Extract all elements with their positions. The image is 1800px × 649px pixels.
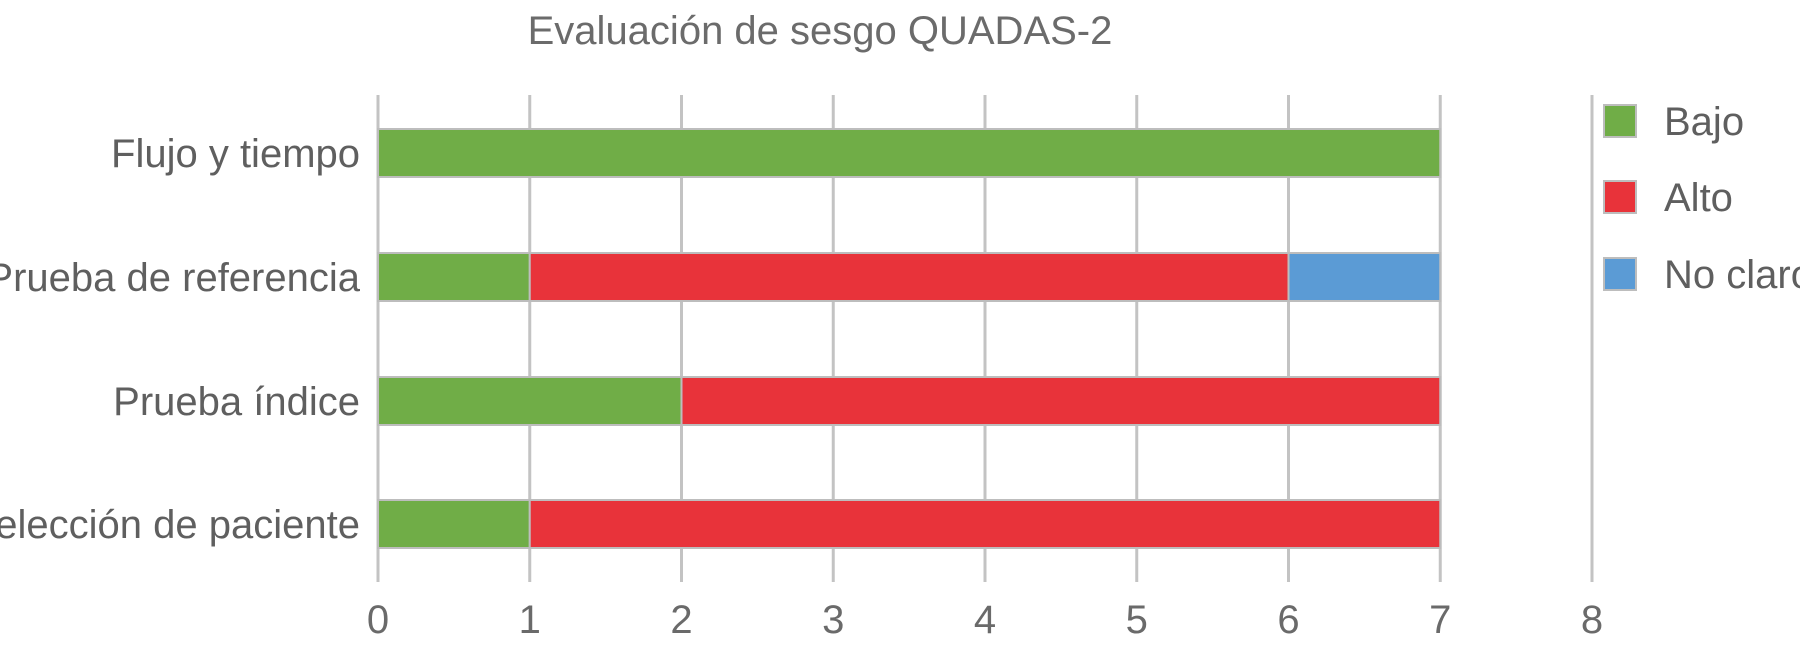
- category-label: Flujo y tiempo: [111, 132, 360, 176]
- x-tick-label: 7: [1429, 598, 1451, 642]
- chart-title: Evaluación de sesgo QUADAS-2: [528, 9, 1113, 53]
- bar-segment: [1287, 252, 1442, 302]
- legend-label: Bajo: [1664, 100, 1744, 144]
- x-tick-label: 4: [974, 598, 996, 642]
- category-label: Selección de paciente: [0, 503, 360, 547]
- bar-segment: [377, 376, 683, 426]
- x-tick-label: 6: [1277, 598, 1299, 642]
- bar-segment: [528, 252, 1290, 302]
- category-label: Prueba índice: [113, 380, 360, 424]
- x-tick-label: 3: [822, 598, 844, 642]
- x-tick-label: 8: [1581, 598, 1603, 642]
- x-tick-label: 5: [1126, 598, 1148, 642]
- bars: [377, 128, 1442, 549]
- legend-swatch: [1603, 104, 1637, 138]
- legend-swatch: [1603, 180, 1637, 214]
- category-label: Prueba de referencia: [0, 256, 361, 300]
- bar-segment: [377, 499, 531, 549]
- x-tick-labels: 0 1 2 3 4 5 6 7 8: [367, 598, 1603, 642]
- bar-segment: [377, 252, 531, 302]
- x-tick-label: 2: [670, 598, 692, 642]
- legend-label: Alto: [1664, 176, 1733, 220]
- legend-label: No claro: [1664, 253, 1800, 297]
- legend-swatch: [1603, 257, 1637, 291]
- x-tick-label: 0: [367, 598, 389, 642]
- legend: Bajo Alto No claro: [1603, 100, 1800, 297]
- x-tick-label: 1: [519, 598, 541, 642]
- bar-segment: [680, 376, 1442, 426]
- category-labels: Flujo y tiempo Prueba de referencia Prueba…: [0, 132, 361, 547]
- bar-segment: [528, 499, 1442, 549]
- bar-segment: [377, 128, 1442, 178]
